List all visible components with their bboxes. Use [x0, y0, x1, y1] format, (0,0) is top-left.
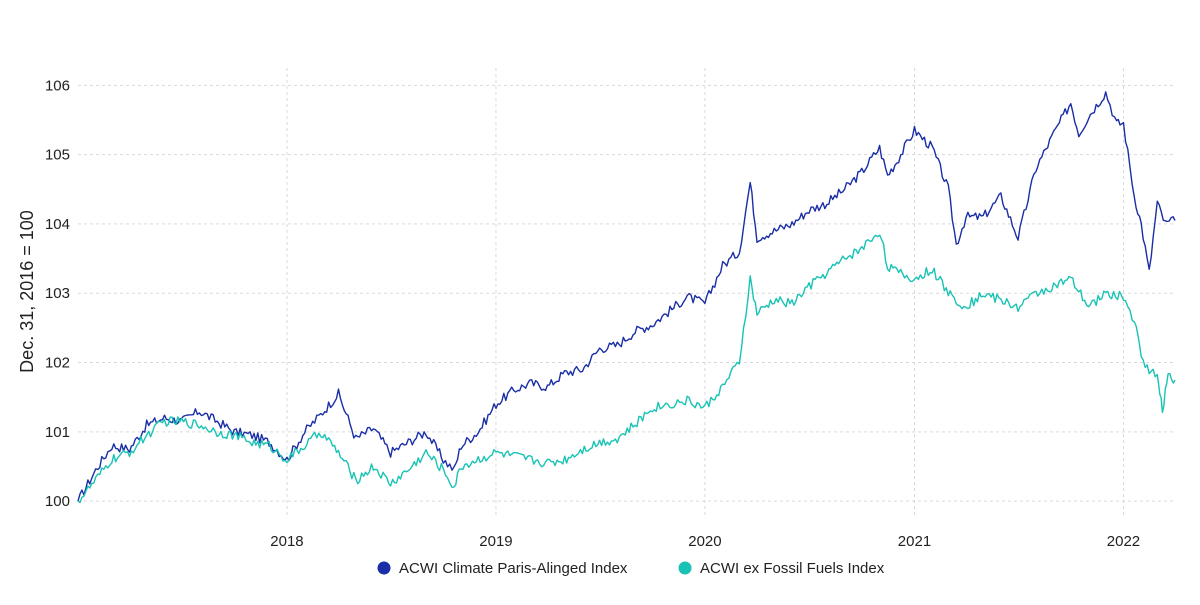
- y-tick-label: 102: [45, 355, 70, 372]
- x-tick-label: 2018: [270, 533, 303, 550]
- x-tick-label: 2019: [479, 533, 512, 550]
- series-lines: [77, 91, 1176, 504]
- legend: ACWI Climate Paris-Alinged Index ACWI ex …: [377, 560, 885, 577]
- x-tick-label: 2021: [898, 533, 931, 550]
- y-tick-label: 106: [45, 77, 70, 94]
- y-axis-label: Dec. 31, 2016 = 100: [17, 210, 37, 373]
- y-tick-label: 103: [45, 285, 70, 302]
- grid: [78, 68, 1175, 515]
- x-tick-label: 2022: [1107, 533, 1140, 550]
- x-tick-label: 2020: [688, 533, 721, 550]
- legend-marker-2: [678, 561, 692, 575]
- series-line-1: [77, 91, 1176, 502]
- y-tick-label: 105: [45, 147, 70, 164]
- y-tick-label: 101: [45, 424, 70, 441]
- y-tick-label: 100: [45, 493, 70, 510]
- legend-label-1: ACWI Climate Paris-Alinged Index: [399, 560, 628, 577]
- y-tick-label: 104: [45, 216, 70, 233]
- legend-marker-1: [377, 561, 391, 575]
- axes: 100 101 102 103 104 105 106 2018 2019 2020 2021 202…: [17, 77, 1140, 550]
- series-line-2: [77, 234, 1176, 504]
- legend-label-2: ACWI ex Fossil Fuels Index: [700, 560, 885, 577]
